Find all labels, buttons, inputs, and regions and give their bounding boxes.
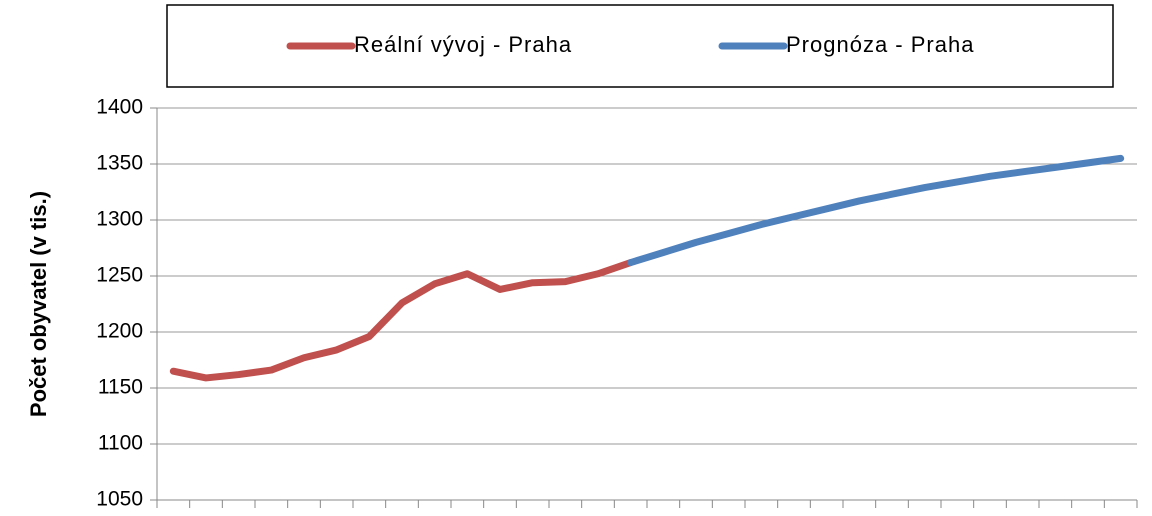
y-tick-label: 1050 — [96, 488, 143, 511]
y-tick-label: 1200 — [96, 320, 143, 343]
y-tick-label: 1250 — [96, 264, 143, 287]
series-line — [169, 259, 635, 382]
y-tick-label: 1400 — [96, 96, 143, 119]
y-tick-label: 1350 — [96, 152, 143, 175]
y-axis-label: Počet obyvatel (v tis.) — [26, 191, 51, 417]
legend-label: Reální vývoj - Praha — [354, 32, 572, 57]
y-tick-label: 1150 — [98, 376, 143, 399]
legend-label: Prognóza - Praha — [786, 32, 974, 57]
y-tick-label: 1100 — [98, 432, 143, 455]
y-tick-label: 1300 — [96, 208, 143, 231]
series-line — [627, 154, 1125, 267]
